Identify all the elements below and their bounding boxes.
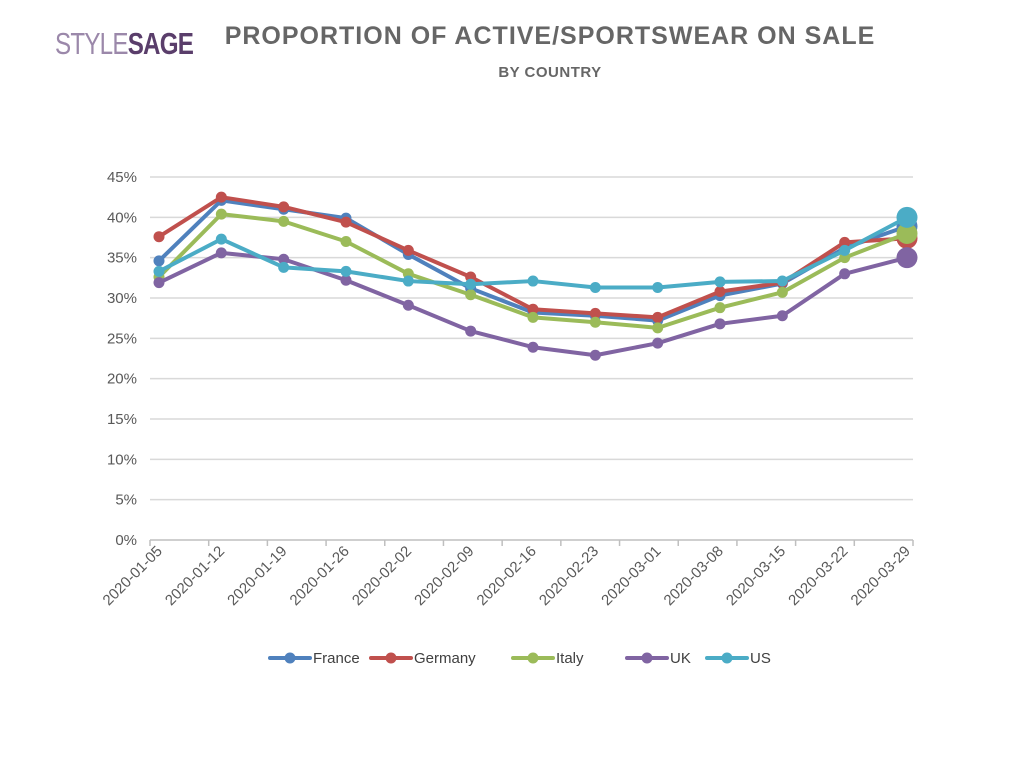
data-point bbox=[527, 311, 539, 323]
stylesage-logo: STYLESAGE bbox=[55, 24, 194, 64]
y-tick-label: 0% bbox=[115, 532, 137, 549]
data-point bbox=[714, 276, 726, 288]
series-uk bbox=[153, 247, 918, 361]
y-tick-label: 10% bbox=[107, 451, 137, 468]
data-point bbox=[340, 265, 352, 277]
x-tick-label: 2020-01-05 bbox=[100, 543, 166, 609]
data-point bbox=[839, 236, 851, 248]
data-point bbox=[215, 247, 227, 259]
x-tick-label: 2020-03-01 bbox=[598, 543, 664, 609]
series-italy bbox=[153, 208, 918, 334]
data-point bbox=[402, 299, 414, 311]
y-tick-label: 30% bbox=[107, 290, 137, 307]
data-point bbox=[776, 310, 788, 322]
data-point bbox=[652, 311, 664, 323]
data-point bbox=[215, 191, 227, 203]
legend-item-france: France bbox=[268, 650, 360, 667]
x-tick-label: 2020-03-29 bbox=[848, 543, 914, 609]
series-end-marker bbox=[896, 247, 918, 269]
legend-item-germany: Germany bbox=[369, 650, 476, 667]
x-tick-label: 2020-01-19 bbox=[224, 543, 290, 609]
data-point bbox=[714, 286, 726, 298]
data-point bbox=[527, 275, 539, 287]
series-end-marker bbox=[896, 222, 918, 244]
data-point bbox=[402, 244, 414, 256]
x-tick-label: 2020-02-16 bbox=[474, 543, 540, 609]
x-axis: 2020-01-052020-01-122020-01-192020-01-26… bbox=[100, 540, 914, 609]
y-tick-label: 20% bbox=[107, 371, 137, 388]
legend-marker-icon bbox=[721, 652, 733, 664]
data-point bbox=[153, 255, 165, 267]
data-point bbox=[340, 274, 352, 286]
data-point bbox=[153, 277, 165, 289]
x-tick-label: 2020-03-22 bbox=[785, 543, 851, 609]
y-tick-label: 5% bbox=[115, 492, 137, 509]
x-tick-label: 2020-01-12 bbox=[162, 543, 228, 609]
y-axis-ticks: 0% 5% 10% 15% 20% 25% 30% 35% 40% 45% bbox=[107, 169, 137, 549]
legend-marker-icon bbox=[284, 652, 296, 664]
series-us bbox=[153, 206, 918, 294]
data-point bbox=[652, 282, 664, 294]
legend-marker-icon bbox=[527, 652, 539, 664]
x-tick-label: 2020-03-15 bbox=[723, 543, 789, 609]
data-point bbox=[527, 341, 539, 353]
y-tick-label: 45% bbox=[107, 169, 137, 186]
data-point bbox=[652, 322, 664, 334]
data-point bbox=[278, 261, 290, 273]
legend-marker-icon bbox=[641, 652, 653, 664]
data-point bbox=[714, 318, 726, 330]
data-point bbox=[776, 275, 788, 287]
data-point bbox=[465, 278, 477, 290]
legend-item-italy: Italy bbox=[511, 650, 584, 667]
data-point bbox=[153, 231, 165, 243]
legend-label: France bbox=[313, 650, 360, 667]
y-tick-label: 25% bbox=[107, 330, 137, 347]
data-point bbox=[278, 201, 290, 213]
data-point bbox=[589, 282, 601, 294]
series-lines bbox=[153, 191, 918, 361]
x-tick-label: 2020-02-09 bbox=[411, 543, 477, 609]
data-point bbox=[153, 265, 165, 277]
data-point bbox=[278, 215, 290, 227]
data-point bbox=[402, 275, 414, 287]
legend-item-us: US bbox=[705, 650, 771, 667]
data-point bbox=[278, 253, 290, 265]
y-tick-label: 35% bbox=[107, 250, 137, 267]
legend-item-uk: UK bbox=[625, 650, 691, 667]
x-tick-label: 2020-02-02 bbox=[349, 543, 415, 609]
data-point bbox=[215, 233, 227, 245]
data-point bbox=[527, 303, 539, 315]
data-point bbox=[589, 349, 601, 361]
data-point bbox=[652, 337, 664, 349]
chart-subtitle: BY COUNTRY bbox=[498, 64, 602, 81]
legend-label: UK bbox=[670, 650, 691, 667]
data-point bbox=[340, 216, 352, 228]
x-tick-label: 2020-01-26 bbox=[287, 543, 353, 609]
legend: France Germany Italy UK US bbox=[268, 650, 771, 667]
chart-title: PROPORTION OF ACTIVE/SPORTSWEAR ON SALE bbox=[224, 22, 876, 50]
logo-dark-text: SAGE bbox=[127, 26, 194, 61]
data-point bbox=[215, 208, 227, 220]
series-end-marker bbox=[896, 206, 918, 228]
legend-label: Italy bbox=[556, 650, 584, 667]
logo-light-text: STYLE bbox=[55, 26, 128, 61]
data-point bbox=[465, 325, 477, 337]
data-point bbox=[589, 307, 601, 319]
data-point bbox=[465, 289, 477, 301]
data-point bbox=[776, 286, 788, 298]
data-point bbox=[340, 236, 352, 248]
x-tick-label: 2020-02-23 bbox=[536, 543, 602, 609]
legend-label: Germany bbox=[414, 650, 476, 667]
gridlines bbox=[150, 176, 913, 541]
data-point bbox=[839, 268, 851, 280]
y-tick-label: 15% bbox=[107, 411, 137, 428]
data-point bbox=[839, 244, 851, 256]
y-tick-label: 40% bbox=[107, 209, 137, 226]
legend-label: US bbox=[750, 650, 771, 667]
legend-marker-icon bbox=[385, 652, 397, 664]
x-tick-label: 2020-03-08 bbox=[661, 543, 727, 609]
data-point bbox=[714, 302, 726, 314]
data-point bbox=[589, 316, 601, 328]
